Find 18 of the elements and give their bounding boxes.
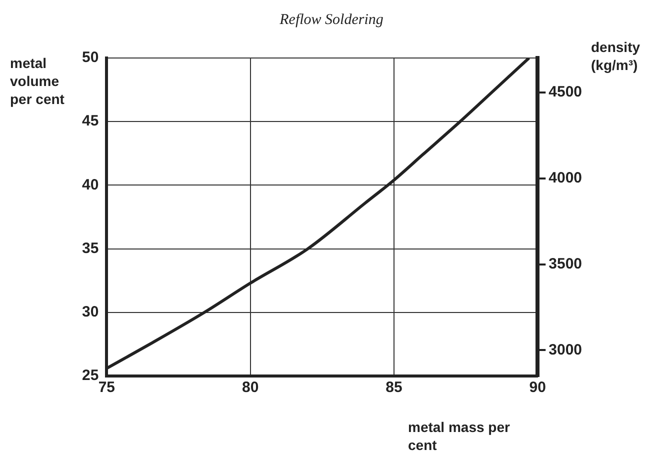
x-tick-label: 85 — [386, 379, 402, 396]
y2-tick-label: 3500 — [548, 255, 582, 272]
y-tick-label: 50 — [82, 49, 99, 66]
x-tick-label: 80 — [242, 379, 259, 396]
y-tick-label: 30 — [82, 304, 99, 321]
y-axis-title: metal volume per cent — [10, 54, 66, 108]
y2-tick-label: 4000 — [548, 169, 582, 186]
chart-title: Reflow Soldering — [278, 12, 384, 29]
y2-tick-label: 3000 — [548, 341, 582, 358]
x-tick-label: 90 — [529, 379, 546, 396]
y2-tick-label: 4500 — [548, 84, 582, 101]
y-tick-label: 35 — [82, 240, 99, 257]
y-tick-label: 40 — [82, 176, 99, 194]
y-tick-label: 45 — [82, 112, 99, 130]
x-tick-label: 75 — [98, 379, 116, 396]
y2-axis-title: density (kg/m³) — [591, 38, 642, 74]
x-axis-title: metal mass per cent — [408, 418, 511, 454]
y-tick-label: 25 — [82, 367, 99, 384]
